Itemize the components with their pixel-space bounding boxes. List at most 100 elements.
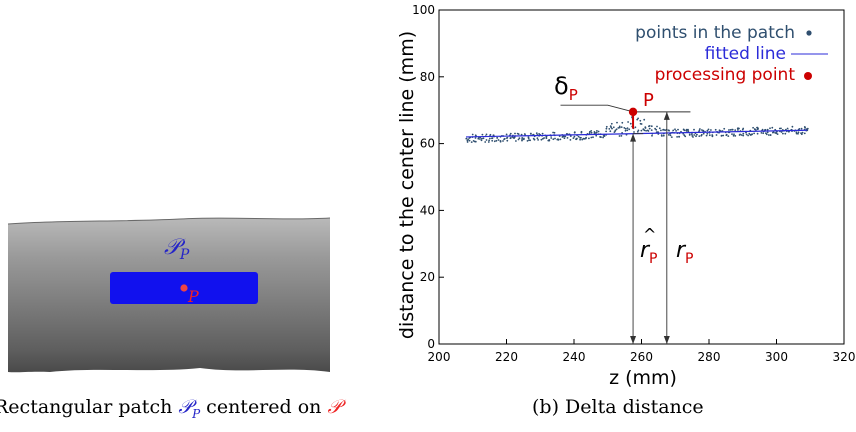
r-arrowhead-top xyxy=(663,111,670,120)
patch-point xyxy=(533,138,536,141)
patch-point xyxy=(522,138,525,141)
patch-point xyxy=(670,136,673,139)
patch-point xyxy=(637,129,640,132)
patch-point xyxy=(696,133,698,136)
legend-points-marker xyxy=(806,30,812,36)
patch-point xyxy=(782,132,784,135)
patch-point xyxy=(650,125,653,128)
patch-point xyxy=(692,136,694,138)
patch-point xyxy=(579,136,581,139)
patch-point xyxy=(593,132,596,135)
patch-point xyxy=(616,121,618,124)
patch-point xyxy=(521,139,523,142)
patch-point xyxy=(597,130,600,133)
patch-point xyxy=(611,127,613,130)
patch-point xyxy=(541,132,544,135)
patch-point xyxy=(496,137,499,139)
patch-point xyxy=(762,132,765,135)
patch-point xyxy=(495,139,498,142)
patch-point xyxy=(579,138,581,141)
x-tick-label: 300 xyxy=(765,350,788,364)
patch-point xyxy=(800,133,803,136)
patch-point xyxy=(470,141,473,144)
patch-point xyxy=(678,135,681,138)
patch-point xyxy=(618,135,621,137)
patch-point xyxy=(515,140,517,142)
patch-point xyxy=(742,132,745,135)
patch-point xyxy=(614,130,617,132)
patch-point xyxy=(672,129,675,132)
patch-point xyxy=(572,137,575,140)
patch-point xyxy=(509,132,512,135)
patch-point xyxy=(636,118,639,121)
patch-point xyxy=(633,131,635,133)
patch-point xyxy=(700,133,703,136)
patch-point xyxy=(520,133,523,136)
patch-point xyxy=(595,131,598,134)
r-arrowhead-bottom xyxy=(663,336,670,344)
patch-point xyxy=(608,127,611,130)
delta-label: δP xyxy=(554,72,578,104)
y-tick-label: 0 xyxy=(427,337,435,351)
patch-point xyxy=(769,134,772,137)
y-tick-label: 40 xyxy=(420,203,435,217)
patch-point xyxy=(626,129,629,132)
patch-point xyxy=(648,127,651,130)
caption-a: Rectangular patch 𝒫P centered on 𝒫 xyxy=(0,396,342,421)
patch-point xyxy=(695,135,697,138)
patch-point xyxy=(737,129,739,131)
patch-point xyxy=(803,132,806,135)
patch-point xyxy=(605,130,607,133)
patch-point xyxy=(707,128,710,131)
patch-point xyxy=(747,134,749,137)
patch-point xyxy=(683,129,686,132)
patch-point xyxy=(699,128,701,130)
patch-point xyxy=(650,129,653,132)
y-axis-label: distance to the center line (mm) xyxy=(396,31,418,339)
patch-point xyxy=(647,130,650,132)
chart-marks xyxy=(465,104,807,344)
patch-point xyxy=(573,135,576,138)
patch-point xyxy=(537,139,539,141)
patch-point xyxy=(738,127,740,130)
patch-point xyxy=(626,127,629,129)
patch-point xyxy=(708,134,711,137)
patch-point xyxy=(569,135,572,138)
patch-point xyxy=(740,134,743,136)
patch-points xyxy=(465,114,809,144)
patch-point xyxy=(734,129,737,132)
patch-point xyxy=(688,134,691,136)
patch-point xyxy=(753,132,755,135)
patch-point xyxy=(538,133,540,135)
patch-point xyxy=(729,129,732,131)
patch-point xyxy=(791,125,794,128)
patch-point xyxy=(600,136,602,139)
patch-point xyxy=(702,132,705,135)
patch-point xyxy=(687,128,689,131)
patch-point xyxy=(474,134,477,137)
patch-point xyxy=(733,133,735,136)
patch-point xyxy=(664,129,666,132)
patch-point xyxy=(472,140,475,142)
patch-point xyxy=(801,131,804,134)
patch-point xyxy=(644,126,647,129)
patch-point xyxy=(774,128,777,131)
panel-b: 200 220 240 260 280 300 320 0 20 40 60 80 100 distan… xyxy=(390,0,856,428)
patch-point xyxy=(775,132,778,135)
patch-point xyxy=(658,127,661,130)
patch-point xyxy=(465,137,468,140)
processing-point xyxy=(628,107,638,117)
patch-point xyxy=(521,137,524,139)
patch-point xyxy=(795,132,798,135)
patch-point xyxy=(761,128,764,131)
r-hat-label: rP xyxy=(640,238,658,267)
patch-point xyxy=(628,128,631,131)
patch-point xyxy=(557,138,559,141)
patch-point xyxy=(797,131,800,134)
patch-point xyxy=(491,137,494,140)
patch-point xyxy=(636,130,639,133)
patch-point xyxy=(728,129,730,131)
patch-point xyxy=(698,129,701,132)
patch-point xyxy=(662,128,665,131)
delta-distance-chart: 200 220 240 260 280 300 320 0 20 40 60 80 100 distan… xyxy=(396,3,855,389)
